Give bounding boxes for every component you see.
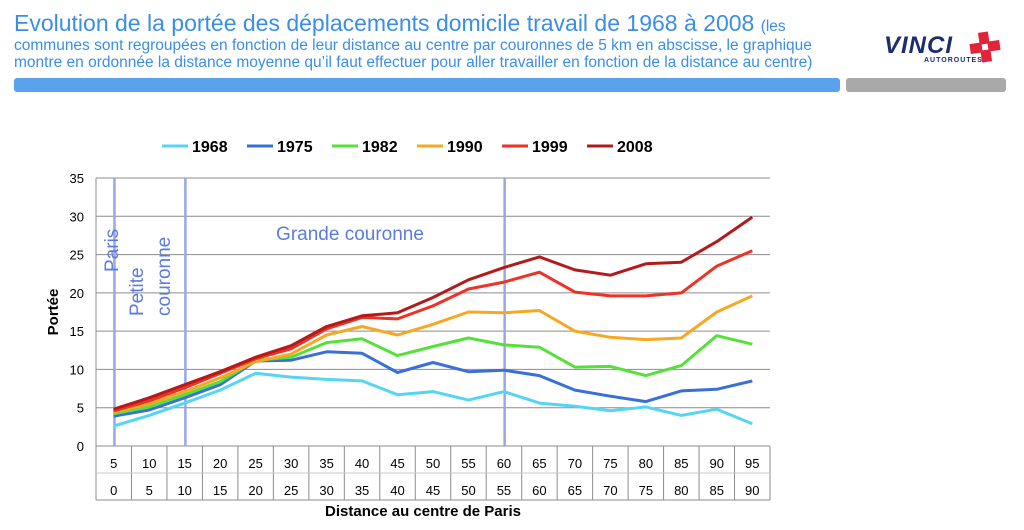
- y-tick-label: 10: [70, 362, 84, 377]
- x-tick-label-row2: 65: [568, 483, 582, 498]
- x-tick-label: 90: [710, 456, 724, 471]
- logo-word: VINCI: [884, 32, 954, 59]
- annotation-paris: Paris: [102, 229, 123, 272]
- legend-label-1975: 1975: [277, 139, 313, 156]
- subtitle-line-2: communes sont regroupées en fonction de …: [14, 37, 812, 54]
- logo-cross-icon: [969, 31, 1001, 63]
- y-tick-label: 0: [77, 439, 84, 454]
- x-tick-label-row2: 70: [603, 483, 617, 498]
- header-text: Evolution de la portée des déplacements …: [14, 10, 834, 71]
- y-tick-label: 5: [77, 401, 84, 416]
- x-tick-label-row2: 50: [461, 483, 475, 498]
- y-tick-label: 20: [70, 286, 84, 301]
- x-tick-label-row2: 85: [710, 483, 724, 498]
- title-banner-bar: [14, 78, 840, 92]
- x-tick-label-row2: 35: [355, 483, 369, 498]
- legend-label-2008: 2008: [617, 139, 653, 156]
- title-banner-bar-right: [846, 78, 1006, 92]
- x-tick-label-row2: 25: [284, 483, 298, 498]
- x-tick-label-row2: 15: [213, 483, 227, 498]
- page-title: Evolution de la portée des déplacements …: [14, 10, 834, 37]
- annotation-grande-couronne: Grande couronne: [276, 224, 424, 245]
- x-tick-label-row2: 90: [745, 483, 759, 498]
- x-tick-label: 35: [319, 456, 333, 471]
- x-tick-label: 80: [639, 456, 653, 471]
- legend-label-1968: 1968: [192, 139, 228, 156]
- x-tick-label: 15: [177, 456, 191, 471]
- x-tick-label: 5: [110, 456, 117, 471]
- annotation-petite-couronne-line1: Petite: [127, 267, 148, 316]
- series-line-1982: [113, 334, 753, 416]
- title-main-text: Evolution de la portée des déplacements …: [14, 10, 755, 36]
- x-tick-label-row2: 80: [674, 483, 688, 498]
- y-tick-label: 25: [70, 248, 84, 263]
- x-tick-label: 70: [568, 456, 582, 471]
- legend-label-1982: 1982: [362, 139, 398, 156]
- x-tick-label-row2: 40: [390, 483, 404, 498]
- x-tick-label: 10: [142, 456, 156, 471]
- vinci-autoroutes-logo: VINCI AUTOROUTES: [884, 30, 1004, 70]
- x-tick-label: 50: [426, 456, 440, 471]
- x-tick-label: 65: [532, 456, 546, 471]
- x-tick-label: 60: [497, 456, 511, 471]
- x-tick-label-row2: 60: [532, 483, 546, 498]
- legend-label-1990: 1990: [447, 139, 483, 156]
- y-tick-label: 30: [70, 209, 84, 224]
- x-tick-label: 30: [284, 456, 298, 471]
- x-tick-label-row2: 5: [146, 483, 153, 498]
- x-tick-label: 75: [603, 456, 617, 471]
- x-tick-label: 55: [461, 456, 475, 471]
- x-tick-label: 85: [674, 456, 688, 471]
- subtitle-start: (les: [760, 18, 786, 35]
- x-tick-label-row2: 45: [426, 483, 440, 498]
- y-tick-label: 35: [70, 171, 84, 186]
- x-tick-label-row2: 20: [248, 483, 262, 498]
- series-line-1968: [113, 371, 753, 428]
- annotation-petite-couronne-line2: couronne: [154, 237, 175, 316]
- series-line-2008: [113, 215, 754, 411]
- subtitle-line-3: montre en ordonnée la distance moyenne q…: [14, 54, 813, 71]
- x-tick-label-row2: 30: [319, 483, 333, 498]
- x-tick-label: 40: [355, 456, 369, 471]
- series-line-1990: [113, 294, 753, 414]
- x-tick-label-row2: 0: [110, 483, 117, 498]
- x-tick-label-row2: 75: [639, 483, 653, 498]
- x-tick-label: 20: [213, 456, 227, 471]
- series-line-1999: [113, 249, 753, 413]
- y-axis-title: Portée: [45, 289, 62, 336]
- x-tick-label: 45: [390, 456, 404, 471]
- x-axis-title: Distance au centre de Paris: [325, 503, 521, 520]
- x-tick-label: 95: [745, 456, 759, 471]
- series-line-1975: [113, 350, 753, 418]
- x-tick-label-row2: 55: [497, 483, 511, 498]
- y-tick-label: 15: [70, 324, 84, 339]
- logo-subtext: AUTOROUTES: [924, 57, 983, 64]
- x-tick-label-row2: 10: [177, 483, 191, 498]
- x-tick-label: 25: [248, 456, 262, 471]
- legend-label-1999: 1999: [532, 139, 568, 156]
